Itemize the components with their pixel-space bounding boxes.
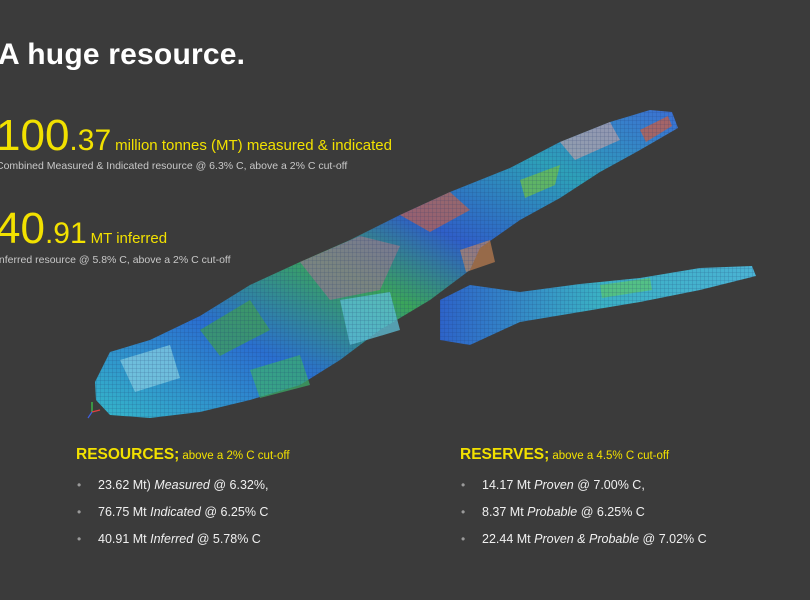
measured-indicated-decimal: .37 [69,124,112,157]
item-grade: @ 6.25% C [204,505,269,519]
item-grade: @ 6.32%, [213,478,269,492]
reserves-list: • 14.17 Mt Proven @ 7.00% C, • 8.37 Mt P… [460,478,707,559]
reserves-heading-row: RESERVES; above a 4.5% C cut-off [460,446,707,464]
item-grade: @ 5.78% C [196,532,261,546]
list-item: • 76.75 Mt Indicated @ 6.25% C [76,505,290,532]
inferred-caption: Inferred resource @ 5.8% C, above a 2% C… [0,254,231,266]
item-amount: 8.37 Mt [482,505,524,519]
resources-heading: RESOURCES; [76,446,180,463]
measured-indicated-unit: million tonnes (MT) measured & indicated [115,137,392,154]
measured-indicated-stat: 100.37 million tonnes (MT) measured & ind… [0,114,392,158]
reserves-subheading: above a 4.5% C cut-off [552,450,670,462]
item-label: Measured [154,478,210,492]
bullet-icon: • [461,532,466,546]
item-amount: 76.75 Mt [98,505,147,519]
list-item: • 23.62 Mt) Measured @ 6.32%, [76,478,290,505]
bullet-icon: • [461,478,466,492]
item-amount: 22.44 Mt [482,532,531,546]
list-item: • 22.44 Mt Proven & Probable @ 7.02% C [460,532,707,559]
item-grade: @ 7.00% C, [577,478,645,492]
item-grade: @ 7.02% C [642,532,707,546]
bullet-icon: • [77,478,82,492]
item-grade: @ 6.25% C [580,505,645,519]
inferred-decimal: .91 [44,217,87,250]
list-item: • 40.91 Mt Inferred @ 5.78% C [76,532,290,559]
resources-section: RESOURCES; above a 2% C cut-off • 23.62 M… [76,446,290,559]
model-lower-arm [440,266,756,345]
reserves-heading: RESERVES; [460,446,550,463]
inferred-stat: 40.91 MT inferred [0,207,167,251]
measured-indicated-whole: 100 [0,111,70,160]
resources-heading-row: RESOURCES; above a 2% C cut-off [76,446,290,464]
bullet-icon: • [77,532,82,546]
item-label: Inferred [150,532,194,546]
item-amount: 14.17 Mt [482,478,531,492]
item-amount: 23.62 Mt) [98,478,151,492]
list-item: • 8.37 Mt Probable @ 6.25% C [460,505,707,532]
item-label: Probable [527,505,578,519]
item-label: Proven & Probable [534,532,640,546]
inferred-whole: 40 [0,204,45,253]
axis-triad-icon [87,402,101,419]
item-amount: 40.91 Mt [98,532,147,546]
page-title: A huge resource. [0,38,246,71]
bullet-icon: • [77,505,82,519]
inferred-unit: MT inferred [90,230,168,247]
item-label: Indicated [150,505,201,519]
item-label: Proven [534,478,574,492]
resources-list: • 23.62 Mt) Measured @ 6.32%, • 76.75 Mt… [76,478,290,559]
reserves-section: RESERVES; above a 4.5% C cut-off • 14.17 … [460,446,707,559]
resources-subheading: above a 2% C cut-off [182,450,290,462]
measured-indicated-caption: Combined Measured & Indicated resource @… [0,160,348,172]
list-item: • 14.17 Mt Proven @ 7.00% C, [460,478,707,505]
bullet-icon: • [461,505,466,519]
